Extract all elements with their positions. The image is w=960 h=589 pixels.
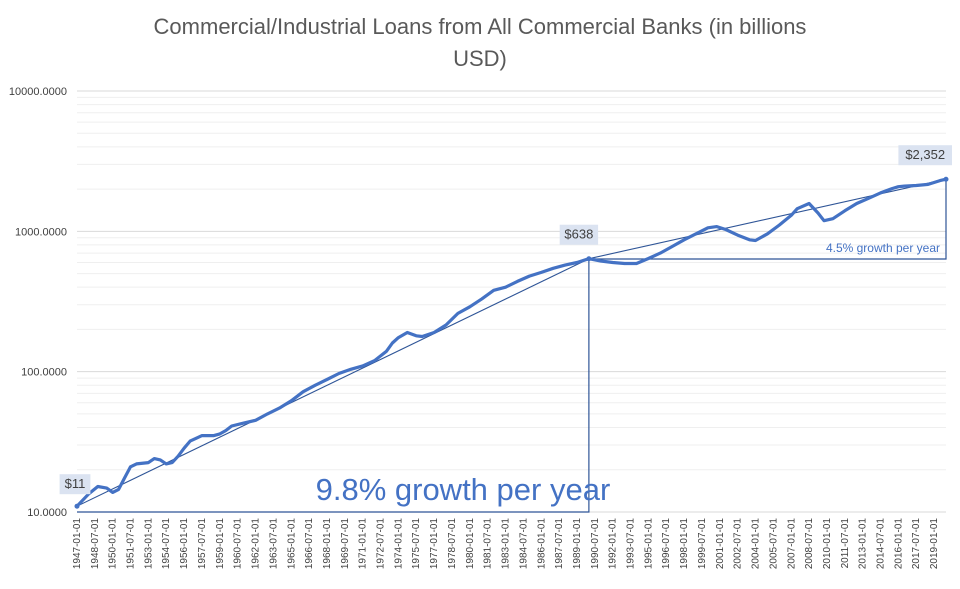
x-tick-label: 1975-07-01 <box>411 518 422 570</box>
x-tick-label: 1990-07-01 <box>590 518 601 570</box>
growth-label-1990-2020: 4.5% growth per year <box>826 241 940 255</box>
trendline-1 <box>76 258 590 507</box>
callout-2: $638 <box>559 224 599 262</box>
x-tick-label: 1977-01-01 <box>429 518 440 570</box>
x-tick-label: 1974-01-01 <box>393 518 404 570</box>
x-tick-label: 2008-07-01 <box>804 518 815 570</box>
x-tick-label: 1986-01-01 <box>536 518 547 570</box>
x-tick-label: 1951-07-01 <box>126 518 137 570</box>
x-tick-label: 1972-07-01 <box>376 518 387 570</box>
callout-label: $638 <box>564 227 593 242</box>
x-tick-label: 2002-07-01 <box>733 518 744 570</box>
trendlines <box>76 178 947 507</box>
x-tick-label: 1980-01-01 <box>465 518 476 570</box>
x-tick-label: 1998-01-01 <box>679 518 690 570</box>
x-tick-label: 2010-01-01 <box>822 518 833 570</box>
x-tick-label: 1963-07-01 <box>268 518 279 570</box>
x-axis-tick-labels: 1947-01-01 1948-07-01 1950-01-01 1951-07-01… <box>72 518 940 570</box>
series-line-1 <box>75 177 948 508</box>
x-tick-label: 1969-07-01 <box>340 518 351 570</box>
x-tick-label: 1950-01-01 <box>108 518 119 570</box>
x-tick-label: 1992-01-01 <box>608 518 619 570</box>
trendline-2 <box>588 178 947 260</box>
x-tick-label: 1978-07-01 <box>447 518 458 570</box>
x-tick-label: 2004-01-01 <box>751 518 762 570</box>
x-tick-label: 2017-07-01 <box>911 518 922 570</box>
x-tick-label: 1957-07-01 <box>197 518 208 570</box>
x-tick-label: 2016-01-01 <box>893 518 904 570</box>
value-callouts: $11 $638 $2,352 <box>59 145 952 509</box>
x-tick-label: 2001-01-01 <box>715 518 726 570</box>
y-tick-label: 10.0000 <box>27 507 67 519</box>
series-layer <box>75 177 948 508</box>
x-tick-label: 1993-07-01 <box>626 518 637 570</box>
x-tick-label: 1995-01-01 <box>643 518 654 570</box>
callout-point <box>586 256 592 262</box>
growth-box-1947-1990 <box>77 258 590 513</box>
x-tick-label: 1965-01-01 <box>286 518 297 570</box>
y-tick-label: 100.0000 <box>21 367 67 379</box>
callout-box <box>59 474 91 495</box>
x-tick-label: 1962-01-01 <box>251 518 262 570</box>
x-tick-label: 2007-01-01 <box>786 518 797 570</box>
growth-label-1947-1990: 9.8% growth per year <box>316 472 611 507</box>
x-tick-label: 1948-07-01 <box>90 518 101 570</box>
callout-box <box>559 224 599 245</box>
callout-1: $11 <box>59 474 91 509</box>
gridlines <box>77 90 946 513</box>
callout-3: $2,352 <box>898 145 952 182</box>
x-tick-label: 2019-01-01 <box>929 518 940 570</box>
x-tick-label: 1959-01-01 <box>215 518 226 570</box>
callout-label: $2,352 <box>905 147 945 162</box>
callout-box <box>898 145 952 166</box>
chart-title-line-2: USD) <box>453 46 507 71</box>
x-tick-label: 2011-07-01 <box>840 518 851 569</box>
growth-boxes <box>77 179 947 513</box>
x-tick-label: 2013-01-01 <box>858 518 869 570</box>
chart-title-line-1: Commercial/Industrial Loans from All Com… <box>154 14 807 39</box>
callout-point <box>943 176 949 182</box>
x-tick-label: 1968-01-01 <box>322 518 333 570</box>
x-tick-label: 1960-07-01 <box>233 518 244 570</box>
growth-labels: 9.8% growth per year 4.5% growth per year <box>316 241 940 507</box>
y-axis-tick-labels: 10.0000 100.0000 1000.0000 10000.0000 <box>9 86 67 519</box>
x-tick-label: 2005-07-01 <box>768 518 779 570</box>
x-tick-label: 2014-07-01 <box>875 518 886 570</box>
x-tick-label: 1954-07-01 <box>161 518 172 570</box>
x-tick-label: 1971-01-01 <box>358 518 369 570</box>
callout-point <box>74 503 80 509</box>
x-tick-label: 1956-01-01 <box>179 518 190 570</box>
x-tick-label: 1984-07-01 <box>518 518 529 570</box>
x-tick-label: 1953-01-01 <box>143 518 154 570</box>
x-tick-label: 1999-07-01 <box>697 518 708 570</box>
x-tick-label: 1981-07-01 <box>483 518 494 570</box>
x-tick-label: 1987-07-01 <box>554 518 565 570</box>
x-tick-label: 1983-01-01 <box>501 518 512 570</box>
x-tick-label: 1996-07-01 <box>661 518 672 570</box>
y-tick-label: 10000.0000 <box>9 86 67 98</box>
x-tick-label: 1947-01-01 <box>72 518 83 570</box>
x-tick-label: 1989-01-01 <box>572 518 583 570</box>
x-tick-label: 1966-07-01 <box>304 518 315 570</box>
callout-label: $11 <box>65 476 86 491</box>
y-tick-label: 1000.0000 <box>15 226 67 238</box>
